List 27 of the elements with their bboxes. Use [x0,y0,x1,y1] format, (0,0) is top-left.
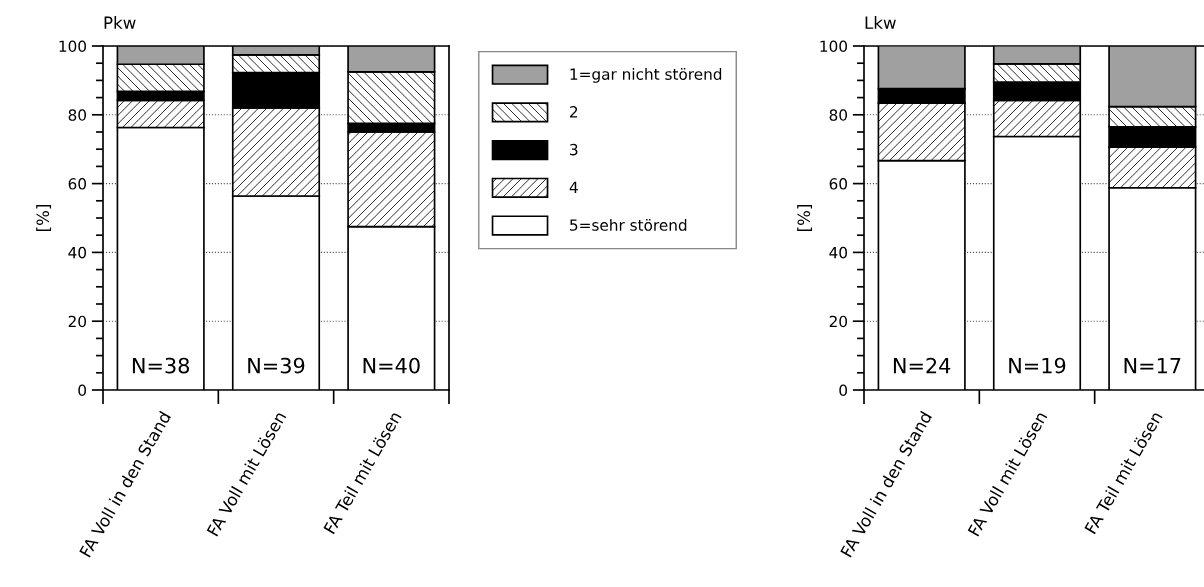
annotation: N=40 [363,357,420,374]
legend-label: 3 [570,143,578,156]
legend-label: 4 [569,181,578,193]
legend-label: 2 [570,106,578,118]
annotation: N=17 [1124,357,1181,374]
legend-label: 5=sehr störend [570,219,687,231]
legend-label: 1=gar nicht störend [570,68,722,83]
y-tick-label: 20 [829,315,848,328]
annotation: N=39 [248,357,305,374]
annotation: N=38 [132,357,190,374]
y-tick-label: 20 [68,315,87,328]
y-tick-label: 80 [829,109,848,121]
y-tick-label: 60 [829,178,848,190]
annotation: N=19 [1009,357,1066,374]
annotation: N=24 [893,357,951,374]
y-tick-label: 0 [78,384,87,397]
y-axis-title: [%] [797,205,813,231]
y-tick-label: 60 [68,178,87,190]
y-tick-label: 80 [68,109,87,121]
chart-title: Pkw [104,16,136,29]
y-axis-title: [%] [36,205,52,231]
y-tick-label: 100 [59,40,87,53]
y-tick-label: 100 [820,40,848,53]
y-tick-label: 40 [68,246,87,259]
y-tick-label: 0 [839,384,848,397]
chart-title: Lkw [865,16,896,29]
y-tick-label: 40 [829,246,848,259]
